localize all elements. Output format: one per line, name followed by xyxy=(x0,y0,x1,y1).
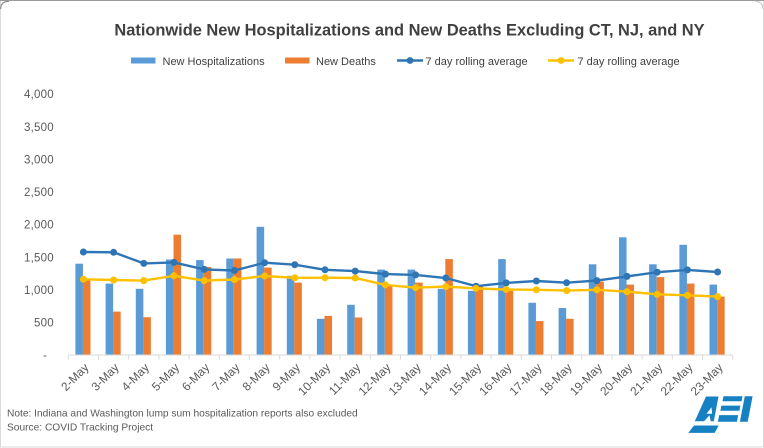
svg-text:Note: Indiana and Washington l: Note: Indiana and Washington lump sum ho… xyxy=(7,409,358,420)
svg-text:3,500: 3,500 xyxy=(24,122,54,134)
svg-text:500: 500 xyxy=(34,318,54,330)
svg-text:2,000: 2,000 xyxy=(24,220,54,232)
svg-text:7 day rolling average: 7 day rolling average xyxy=(426,56,528,68)
svg-text:7 day rolling average: 7 day rolling average xyxy=(578,56,680,68)
svg-text:2,500: 2,500 xyxy=(24,187,54,199)
svg-text:New Deaths: New Deaths xyxy=(316,56,376,68)
svg-text:New Hospitalizations: New Hospitalizations xyxy=(163,56,266,68)
svg-text:1,500: 1,500 xyxy=(24,252,54,264)
svg-text:Source: COVID Tracking Project: Source: COVID Tracking Project xyxy=(7,423,153,434)
svg-text:1,000: 1,000 xyxy=(24,285,54,297)
svg-text:3,000: 3,000 xyxy=(24,154,54,166)
svg-text:-: - xyxy=(43,350,47,362)
svg-text:4,000: 4,000 xyxy=(24,89,54,101)
svg-text:Nationwide New Hospitalization: Nationwide New Hospitalizations and New … xyxy=(114,21,704,39)
